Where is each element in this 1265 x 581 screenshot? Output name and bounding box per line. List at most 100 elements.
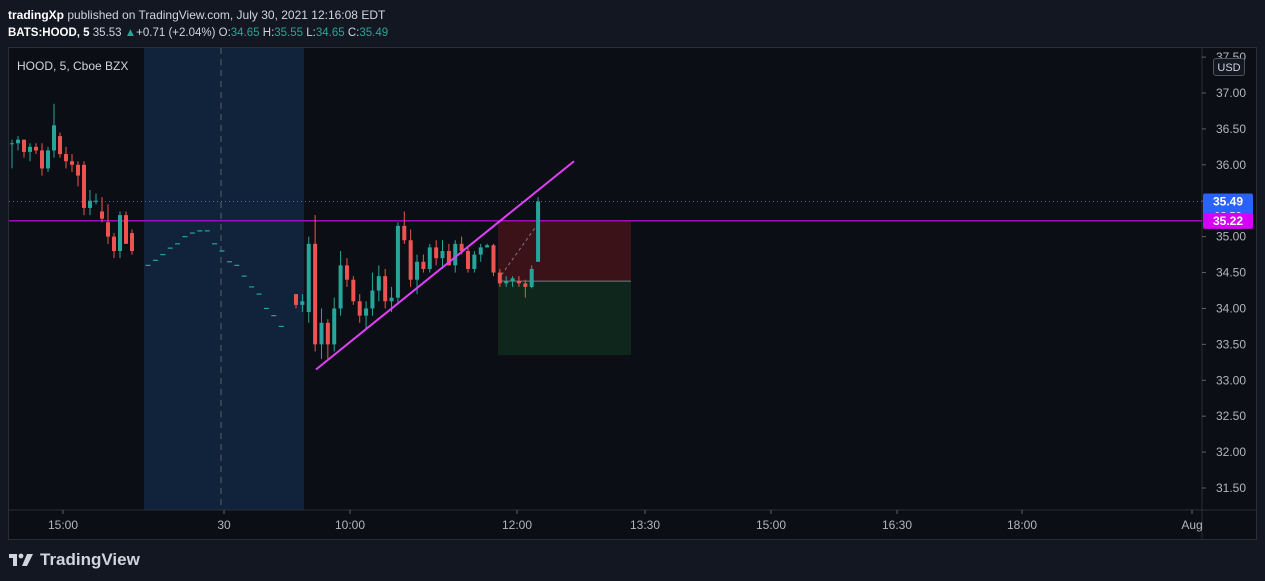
y-tick-label: 31.50 [1216, 481, 1246, 495]
chart-header: tradingXp published on TradingView.com, … [8, 6, 388, 42]
x-tick-label: 12:00 [502, 518, 532, 532]
y-tick-label: 35.00 [1216, 230, 1246, 244]
candle [459, 243, 464, 251]
candle [34, 146, 38, 151]
tradingview-brand: TradingView [40, 550, 140, 569]
candle [88, 200, 92, 208]
candle [294, 294, 298, 305]
position-path-line [497, 220, 541, 281]
tradingview-logo-icon [9, 553, 33, 566]
candle [40, 150, 44, 169]
last-price: 35.53 [92, 27, 122, 39]
candle [130, 233, 134, 251]
candle [402, 225, 407, 241]
candle [106, 222, 110, 237]
candle [58, 136, 62, 155]
y-tick-label: 32.50 [1216, 409, 1246, 423]
symbol-interval[interactable]: BATS:HOOD, 5 [8, 27, 90, 39]
candle [112, 236, 116, 251]
low-label: L: [306, 27, 316, 39]
open-label: O: [218, 27, 231, 39]
candle [434, 247, 439, 259]
candle [485, 245, 490, 248]
candle [472, 254, 477, 269]
candle [16, 139, 20, 144]
publish-line: tradingXp published on TradingView.com, … [8, 6, 388, 24]
candle [510, 278, 515, 282]
x-tick-label: 15:00 [756, 518, 786, 532]
x-tick-label: 30 [217, 518, 231, 532]
candle [497, 272, 502, 284]
trendline [315, 160, 575, 371]
candle [82, 164, 86, 208]
ohlc-legend: BATS:HOOD, 5 35.53 ▲+0.71 (+2.04%) O:34.… [8, 24, 388, 42]
candle [523, 283, 528, 287]
x-tick-label: 18:00 [1007, 518, 1037, 532]
candle [536, 201, 541, 262]
candle [300, 301, 305, 305]
close-value: 35.49 [359, 27, 389, 39]
change-arrow-icon: ▲ [124, 27, 137, 39]
candle [529, 268, 534, 287]
x-tick-label: 13:30 [630, 518, 660, 532]
candle [415, 261, 420, 280]
y-tick-label: 34.50 [1216, 266, 1246, 280]
candle [389, 297, 394, 302]
candle [332, 308, 337, 345]
y-tick-label: 36.50 [1216, 122, 1246, 136]
candle [408, 240, 413, 280]
candle [504, 281, 509, 284]
low-value: 34.65 [315, 27, 345, 39]
extended-hours-shade [144, 48, 304, 510]
candle [10, 143, 14, 145]
candle [478, 247, 483, 255]
y-tick-label: 36.00 [1216, 158, 1246, 172]
candle [22, 139, 26, 152]
high-value: 35.55 [274, 27, 304, 39]
y-tick-label: 33.50 [1216, 337, 1246, 351]
close-label: C: [347, 27, 360, 39]
price-change: +0.71 (+2.04%) [136, 27, 216, 39]
candle [64, 154, 68, 162]
candle [364, 308, 369, 316]
y-tick-label: 34.00 [1216, 301, 1246, 315]
current-price-label: 35.49 [1213, 194, 1243, 208]
candle [306, 243, 311, 313]
candle [319, 322, 324, 345]
take-profit-zone [498, 281, 631, 356]
candle [446, 251, 451, 266]
candle [453, 243, 458, 266]
candle [76, 164, 80, 176]
candle [313, 243, 318, 345]
tradingview-logo[interactable]: TradingView [8, 550, 140, 570]
candle [100, 211, 104, 219]
candle [344, 265, 349, 280]
candle [94, 200, 98, 202]
candle [376, 276, 381, 291]
y-tick-label: 37.00 [1216, 86, 1246, 100]
candle [70, 161, 74, 165]
open-value: 34.65 [230, 27, 260, 39]
candle [427, 247, 432, 269]
candle [370, 290, 375, 309]
candle [52, 125, 56, 151]
pane-symbol-label: HOOD, 5, Cboe BZX [17, 59, 129, 73]
candle [491, 245, 496, 273]
currency-button[interactable]: USD [1213, 58, 1245, 76]
candle [357, 301, 362, 316]
high-label: H: [262, 27, 275, 39]
candle [516, 281, 521, 284]
candle [465, 251, 470, 269]
x-tick-label: 15:00 [48, 518, 78, 532]
x-tick-label: 10:00 [335, 518, 365, 532]
x-tick-label: Aug [1181, 518, 1202, 532]
candle [351, 279, 356, 302]
candle [395, 225, 400, 298]
candle [325, 322, 330, 345]
candle [46, 150, 50, 169]
candle [383, 276, 388, 302]
published-text: published on TradingView.com, July 30, 2… [64, 8, 386, 22]
level-price-badge [1203, 212, 1253, 229]
author-name[interactable]: tradingXp [8, 8, 64, 22]
